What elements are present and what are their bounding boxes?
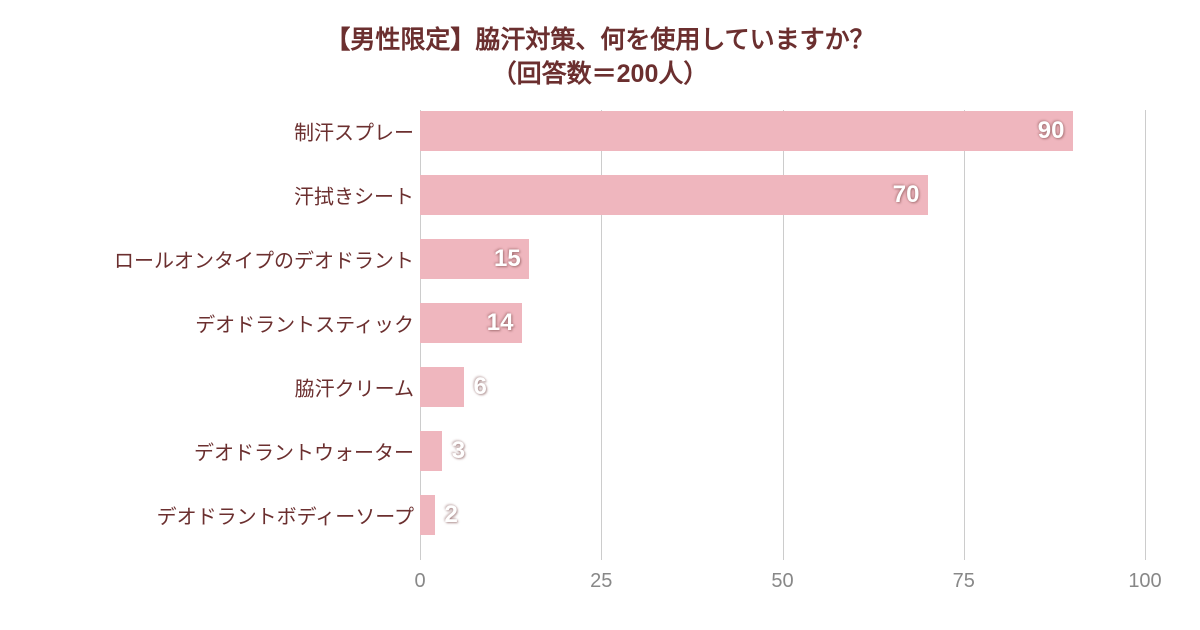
gridline [1145,110,1146,560]
category-label: デオドラントスティック [195,309,414,338]
category-label: ロールオンタイプのデオドラント [114,245,414,274]
plot-area: 90 70 15 14 6 3 2 [420,110,1145,560]
bar-value-label: 15 [494,245,521,273]
bar [420,175,928,215]
bar-row: 6 [420,367,1145,407]
category-label: 脇汗クリーム [295,373,414,402]
x-tick-label: 25 [590,570,612,593]
bar [420,367,464,407]
x-tick-label: 0 [414,570,425,593]
bar-row: 14 [420,303,1145,343]
bar-row: 15 [420,239,1145,279]
bar-row: 3 [420,431,1145,471]
category-label: デオドラントウォーター [194,437,414,466]
bar-value-label: 90 [1038,117,1065,145]
bar-row: 2 [420,495,1145,535]
x-tick-label: 100 [1128,570,1161,593]
chart-title-block: 【男性限定】脇汗対策、何を使用していますか？ （回答数＝200人） [0,24,1200,92]
bar-value-label: 6 [474,373,487,401]
category-label: デオドラントボディーソープ [157,501,414,530]
bar [420,111,1073,151]
x-tick-label: 50 [771,570,793,593]
category-label: 汗拭きシート [294,181,414,210]
chart-container: 【男性限定】脇汗対策、何を使用していますか？ （回答数＝200人） 90 70 15… [0,0,1200,630]
chart-title-line-2: （回答数＝200人） [0,58,1200,92]
bar [420,495,435,535]
category-label: 制汗スプレー [294,117,414,146]
bar-value-label: 2 [445,501,458,529]
bar-value-label: 14 [487,309,514,337]
bar-row: 90 [420,111,1145,151]
bar-value-label: 3 [452,437,465,465]
chart-title-line-1: 【男性限定】脇汗対策、何を使用していますか？ [0,24,1200,58]
bar [420,431,442,471]
bar-row: 70 [420,175,1145,215]
bar-value-label: 70 [893,181,920,209]
x-tick-label: 75 [953,570,975,593]
